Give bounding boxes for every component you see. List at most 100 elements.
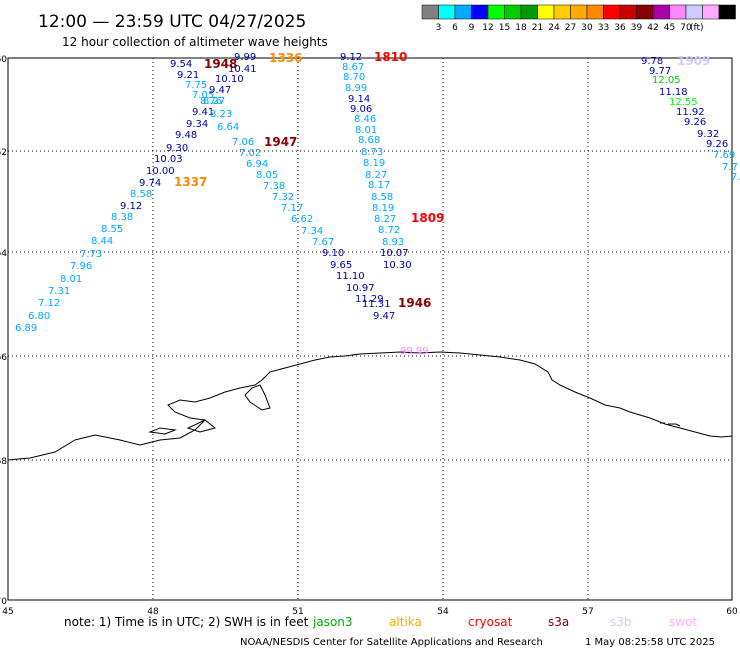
legend-altika: altika <box>389 615 422 629</box>
wave-height-value: 6.89 <box>15 323 37 334</box>
wave-height-value: 9.14 <box>348 94 370 105</box>
legend-swatch <box>570 4 588 20</box>
wave-height-value: 10.00 <box>146 166 175 177</box>
legend-label: 3 <box>436 23 442 33</box>
legend-swatch <box>685 4 703 20</box>
wave-height-value: 8.38 <box>111 212 133 223</box>
legend-label: 9 <box>469 23 475 33</box>
wave-height-value: 11.10 <box>336 271 365 282</box>
lon-label: 45 <box>2 607 13 617</box>
legend-cryosat: cryosat <box>468 615 513 629</box>
wave-height-value: 8.01 <box>355 125 377 136</box>
wave-height-value: 8.76 <box>200 96 222 107</box>
legend-swatch <box>603 4 621 20</box>
wave-height-value: 10.97 <box>346 283 375 294</box>
map-subtitle: 12 hour collection of altimeter wave hei… <box>62 35 328 49</box>
coastline <box>7 351 733 461</box>
wave-height-value: 8.68 <box>358 135 380 146</box>
pass-time-label: 1948 <box>204 57 237 71</box>
lon-label: 60 <box>726 607 738 617</box>
color-legend: 3 6 9 12 15 18 21 24 27 30 33 36 39 42 45 70(ft) <box>421 4 736 33</box>
lon-label: 48 <box>147 607 159 617</box>
wave-height-value: 9.12 <box>340 52 362 63</box>
wave-height-value: 8.01 <box>60 274 82 285</box>
legend-swatch <box>586 4 604 20</box>
pass-time-label: 1810 <box>374 50 407 64</box>
wave-height-value: 7.7 <box>722 162 738 173</box>
pass-time-label: 1809 <box>411 211 444 225</box>
lat-label: -68 <box>0 457 7 467</box>
wave-height-value: 7.75 <box>185 80 207 91</box>
legend-swatch <box>718 4 736 20</box>
legend-swatch <box>702 4 720 20</box>
lat-label: -70 <box>0 597 7 607</box>
wave-height-value: 9.30 <box>166 143 188 154</box>
wave-height-value: 11.31 <box>362 299 391 310</box>
wave-height-value: 8.70 <box>343 72 365 83</box>
legend-swatch <box>487 4 505 20</box>
wave-height-value: 8.55 <box>101 224 123 235</box>
wave-height-value: 8.27 <box>365 170 387 181</box>
wave-height-value: 7. <box>731 172 740 183</box>
legend-swatch <box>619 4 637 20</box>
legend-label: 6 <box>452 23 458 33</box>
legend-swatch <box>553 4 571 20</box>
legend-label: 12 <box>482 23 493 33</box>
footer-note: note: 1) Time is in UTC; 2) SWH is in fe… <box>64 615 309 629</box>
wave-height-value: 9.10 <box>322 248 344 259</box>
wave-height-value: 9.47 <box>373 311 395 322</box>
graticule: -60 -62 -64 -66 -68 -7045 48 51 54 57 60 <box>0 55 738 617</box>
wave-height-value: 11.18 <box>659 87 688 98</box>
wave-height-value: 9.34 <box>186 119 208 130</box>
wave-height-value: 9.21 <box>177 70 199 81</box>
legend-label: 30 <box>581 23 593 33</box>
legend-swatch <box>421 4 439 20</box>
wave-height-value: 7.06 <box>232 137 254 148</box>
legend-label: (ft) <box>690 23 704 33</box>
pass-time-label: 1946 <box>398 296 431 310</box>
wave-height-value: 8.27 <box>374 214 396 225</box>
lat-label: -60 <box>0 55 7 65</box>
wave-height-value: 9.99 <box>234 52 256 63</box>
legend-swatch <box>537 4 555 20</box>
wave-height-value: 8.27 <box>203 96 225 107</box>
wave-height-value: 11.92 <box>676 107 705 118</box>
wave-height-value: 8.72 <box>378 225 400 236</box>
lat-label: -66 <box>0 353 7 363</box>
wave-height-value: 9.54 <box>170 59 192 70</box>
legend-swatch <box>504 4 522 20</box>
footer: note: 1) Time is in UTC; 2) SWH is in fe… <box>64 615 715 648</box>
legend-label: 70 <box>680 23 692 33</box>
wave-height-values: 9.549.217.757.058.769.419.349.489.3010.0… <box>15 50 740 357</box>
wave-height-value: 7.69 <box>713 150 735 161</box>
lon-label: 57 <box>582 607 593 617</box>
legend-jason3: jason3 <box>312 615 353 629</box>
legend-label: 15 <box>499 23 510 33</box>
wave-height-value: 7.67 <box>312 237 334 248</box>
wave-height-value: 12.05 <box>652 75 681 86</box>
legend-swatch <box>454 4 472 20</box>
wave-height-value: 8.67 <box>342 62 364 73</box>
wave-height-value: 8.19 <box>372 203 394 214</box>
wave-height-value: 10.07 <box>380 248 409 259</box>
wave-height-value: 11.29 <box>355 294 384 305</box>
wave-height-value: 9.48 <box>175 130 197 141</box>
wave-height-value: 7.96 <box>70 261 92 272</box>
legend-swatch <box>520 4 538 20</box>
legend-swatch <box>669 4 687 20</box>
lat-label: -62 <box>0 148 7 158</box>
legend-label: 42 <box>647 23 658 33</box>
legend-swatch <box>438 4 456 20</box>
wave-height-value: 10.41 <box>228 64 257 75</box>
legend-swatch <box>636 4 654 20</box>
wave-height-value: 12.55 <box>669 97 698 108</box>
wave-height-value: 7.32 <box>272 192 294 203</box>
wave-height-value: 8.23 <box>210 109 232 120</box>
wave-height-value: 10.10 <box>215 74 244 85</box>
wave-height-value: 8.17 <box>368 180 390 191</box>
legend-swatch <box>652 4 670 20</box>
swot-value: 99.99 <box>400 346 429 357</box>
wave-height-value: 9.26 <box>706 139 728 150</box>
wave-height-value: 7.31 <box>48 286 70 297</box>
wave-height-value: 9.78 <box>641 56 663 67</box>
